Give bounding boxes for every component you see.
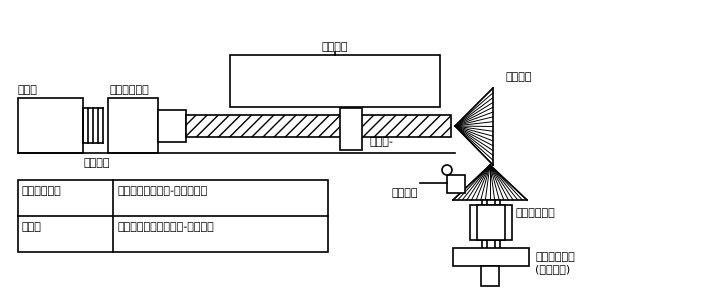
Text: ギヤボックス: ギヤボックス <box>110 85 150 95</box>
Text: モータ: モータ <box>18 85 38 95</box>
Bar <box>158 110 186 142</box>
Bar <box>230 55 440 107</box>
Bar <box>447 175 465 193</box>
Bar <box>108 98 158 153</box>
Bar <box>477 205 505 240</box>
Text: すべり軸受け: すべり軸受け <box>516 208 556 218</box>
Bar <box>186 115 451 137</box>
Text: 送りね֊: 送りね֊ <box>370 137 394 147</box>
Text: クラッチにより送りね֊軸と切断: クラッチにより送りね֊軸と切断 <box>118 222 215 232</box>
Bar <box>453 248 529 266</box>
Bar <box>340 108 362 150</box>
Bar <box>18 98 83 153</box>
Bar <box>470 205 512 240</box>
Text: センサー: センサー <box>392 188 418 198</box>
Bar <box>18 180 328 252</box>
Circle shape <box>442 165 452 175</box>
Text: (回転移動): (回転移動) <box>535 264 571 274</box>
Text: 手動ハンドル: 手動ハンドル <box>22 186 62 196</box>
Text: モータ: モータ <box>22 222 42 232</box>
Text: かさ歯車によりね֊軸と一体化: かさ歯車によりね֊軸と一体化 <box>118 186 208 196</box>
Text: クラッチ: クラッチ <box>83 158 110 168</box>
Text: かさ歯車: かさ歯車 <box>505 72 532 82</box>
Bar <box>481 266 499 286</box>
Bar <box>482 200 500 260</box>
Text: 手動ハンドル: 手動ハンドル <box>535 252 575 262</box>
Text: テーブル: テーブル <box>322 42 349 52</box>
